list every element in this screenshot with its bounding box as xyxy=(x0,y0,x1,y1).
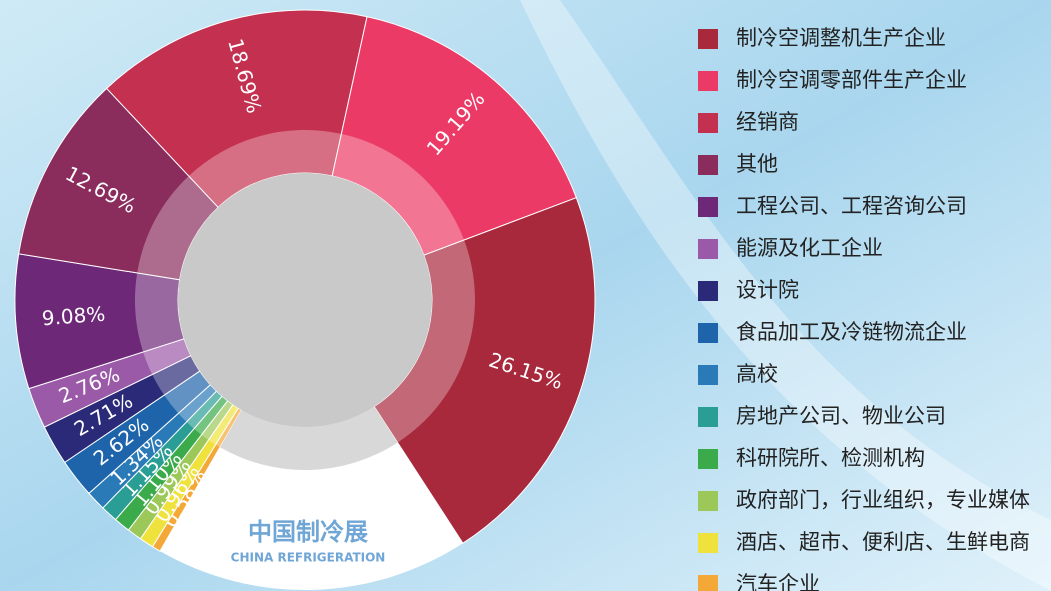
legend-label: 食品加工及冷链物流企业 xyxy=(736,320,967,344)
legend-label: 设计院 xyxy=(736,278,799,302)
legend-swatch xyxy=(698,155,718,175)
center xyxy=(178,173,432,427)
slice-shade xyxy=(208,404,239,445)
legend: 制冷空调整机生产企业制冷空调零部件生产企业经销商其他工程公司、工程咨询公司能源及… xyxy=(698,26,1030,591)
legend-swatch xyxy=(698,575,718,591)
legend-label: 制冷空调整机生产企业 xyxy=(736,26,946,50)
legend-label: 酒店、超市、便利店、生鲜电商 xyxy=(736,530,1030,554)
slice-shade xyxy=(178,384,217,422)
legend-label: 政府部门，行业组织，专业媒体 xyxy=(736,488,1030,512)
pie: 0.58%0.96%0.99%1.10%1.15%1.34%2.62%2.71%… xyxy=(14,9,596,590)
legend-swatch xyxy=(698,407,718,427)
legend-swatch xyxy=(698,533,718,553)
gap-shade xyxy=(220,406,398,470)
legend-label: 制冷空调零部件生产企业 xyxy=(736,68,967,92)
logo-subtitle: CHINA REFRIGERATION xyxy=(231,551,386,565)
slice-shade xyxy=(135,272,185,352)
slice-shade xyxy=(152,355,200,396)
slice-shade xyxy=(186,391,223,429)
legend-label: 科研院所、检测机构 xyxy=(736,446,925,470)
legend-swatch xyxy=(698,491,718,511)
legend-swatch xyxy=(698,71,718,91)
legend-swatch xyxy=(698,113,718,133)
legend-swatch xyxy=(698,323,718,343)
legend-label: 高校 xyxy=(736,362,778,386)
slice-shade xyxy=(164,371,211,414)
legend-label: 能源及化工企业 xyxy=(736,236,883,260)
legend-swatch xyxy=(698,197,718,217)
legend-label: 经销商 xyxy=(736,110,799,134)
decor xyxy=(520,0,1051,591)
slice-shade xyxy=(193,396,228,435)
legend-swatch xyxy=(698,365,718,385)
slice-shade xyxy=(143,338,191,375)
legend-label: 其他 xyxy=(736,152,778,176)
slice-shade xyxy=(201,400,233,440)
legend-label: 房地产公司、物业公司 xyxy=(736,404,946,428)
slice-shade xyxy=(137,175,219,280)
legend-swatch xyxy=(698,29,718,49)
logo-title: 中国制冷展 xyxy=(248,518,368,546)
legend-label: 工程公司、工程咨询公司 xyxy=(736,194,967,218)
slice-shade xyxy=(332,133,465,256)
legend-swatch xyxy=(698,239,718,259)
slice-label: 9.08% xyxy=(41,302,106,331)
legend-swatch xyxy=(698,449,718,469)
slice-shade xyxy=(374,240,475,443)
legend-label: 汽车企业 xyxy=(736,572,820,591)
slice-shade xyxy=(188,130,342,208)
legend-swatch xyxy=(698,281,718,301)
slice-shade xyxy=(215,408,242,448)
